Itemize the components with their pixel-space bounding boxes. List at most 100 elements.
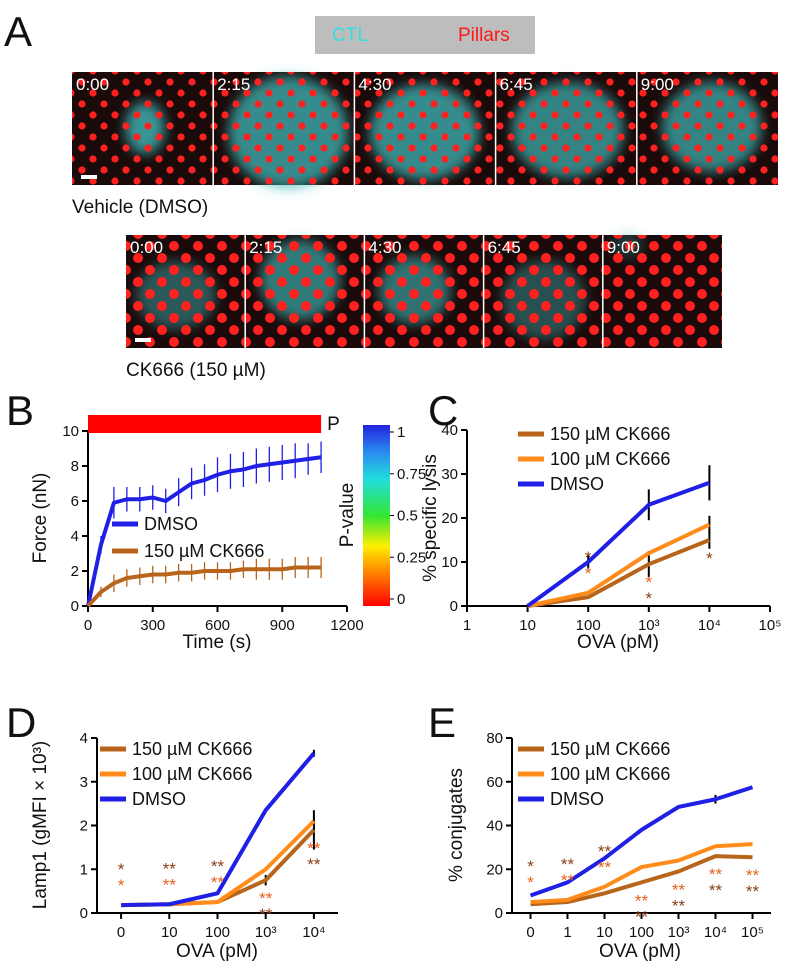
y-axis-title: % specific lysis: [420, 454, 441, 582]
panel-label: B: [6, 387, 34, 434]
x-tick-label: 10⁵: [759, 617, 782, 634]
colorbar-tick-label: 0.75: [397, 466, 426, 483]
pillars: [126, 235, 246, 348]
significance: **: [307, 839, 321, 858]
y-tick-label: 0: [80, 905, 88, 922]
series-line: [121, 752, 316, 908]
microscopy: 0:00 2:15 4:30 6:45 9:00 Vehicle (DMSO) 0:00 2:…: [72, 72, 778, 381]
y-tick-label: 0: [71, 598, 79, 615]
legend-label: DMSO: [550, 474, 604, 494]
significance: **: [709, 865, 723, 884]
x-tick-label: 100: [576, 617, 601, 634]
scale-bar: [135, 338, 151, 342]
x-tick-label: 0: [117, 924, 125, 941]
significance-bar-label: P: [327, 414, 340, 435]
x-tick-label: 600: [205, 617, 230, 634]
timestamp: 2:15: [249, 238, 282, 257]
significance: **: [561, 855, 575, 874]
colorbar-title: P-value: [337, 483, 358, 547]
y-tick-label: 30: [441, 466, 458, 483]
panel-label: D: [6, 699, 36, 746]
significance: *: [585, 564, 592, 583]
significance: **: [211, 873, 225, 892]
legend-label: 100 µM CK666: [132, 764, 252, 784]
timestamp: 6:45: [500, 75, 533, 94]
y-tick-label: 20: [486, 861, 503, 878]
significance: *: [645, 573, 652, 592]
series-line: [529, 785, 754, 898]
x-tick-label: 100: [205, 924, 230, 941]
timestamp: 2:15: [217, 75, 250, 94]
significance: **: [635, 907, 649, 926]
series-line: [86, 455, 322, 607]
y-tick-label: 10: [441, 554, 458, 571]
timestamp: 0:00: [130, 238, 163, 257]
significance: **: [259, 889, 273, 908]
x-axis-title: Time (s): [183, 632, 252, 653]
key-cell: CTL: [332, 25, 368, 46]
x-tick-label: 10³: [638, 617, 660, 634]
y-tick-label: 40: [441, 422, 458, 439]
legend-label: 100 µM CK666: [550, 449, 670, 469]
y-tick-label: 6: [71, 493, 79, 510]
y-tick-label: 1: [80, 861, 88, 878]
series-line: [527, 538, 711, 608]
significance: **: [709, 881, 723, 900]
caption: CK666 (150 µM): [126, 360, 266, 381]
pillars: [354, 72, 496, 185]
x-tick-label: 10³: [668, 924, 690, 941]
y-tick-label: 2: [80, 818, 88, 835]
colorbar: [363, 425, 390, 606]
pillars: [364, 235, 484, 348]
y-tick-label: 20: [441, 510, 458, 527]
timestamp: 9:00: [607, 238, 640, 257]
timestamp: 6:45: [488, 238, 521, 257]
panel-label: A: [4, 8, 32, 55]
legend-label: DMSO: [550, 789, 604, 809]
legend-label: 150 µM CK666: [550, 424, 670, 444]
series-line: [530, 842, 753, 905]
significance: **: [163, 859, 177, 878]
x-tick-label: 10⁴: [698, 617, 721, 634]
pillars: [483, 235, 603, 348]
x-tick-label: 300: [140, 617, 165, 634]
significance: **: [672, 896, 686, 915]
significance: *: [527, 873, 534, 892]
significance: **: [163, 875, 177, 894]
x-tick-label: 0: [526, 924, 534, 941]
legend-label: DMSO: [144, 514, 198, 534]
legend-label: 150 µM CK666: [132, 739, 252, 759]
significance: *: [118, 876, 125, 895]
timestamp: 4:30: [368, 238, 401, 257]
colorbar-tick-label: 0: [397, 591, 405, 608]
series-line: [526, 480, 711, 608]
x-tick-label: 100: [629, 924, 654, 941]
timestamp: 0:00: [76, 75, 109, 94]
x-tick-label: 1: [563, 924, 571, 941]
series-line: [86, 565, 322, 608]
y-tick-label: 2: [71, 563, 79, 580]
legend-label: DMSO: [132, 789, 186, 809]
x-tick-label: 10⁴: [302, 924, 325, 941]
x-tick-label: 1200: [330, 617, 363, 634]
y-axis-title: Force (nN): [30, 473, 51, 564]
x-axis-title: OVA (pM): [599, 941, 681, 962]
y-tick-label: 4: [71, 528, 79, 545]
panel-label: E: [428, 699, 456, 746]
caption: Vehicle (DMSO): [72, 197, 208, 218]
x-tick-label: 0: [84, 617, 92, 634]
x-tick-label: 10: [596, 924, 613, 941]
significance: *: [118, 860, 125, 879]
pillars: [245, 235, 365, 348]
timestamp: 9:00: [641, 75, 674, 94]
key-box: [315, 16, 535, 54]
significance: **: [672, 880, 686, 899]
y-tick-label: 60: [486, 774, 503, 791]
y-tick-label: 3: [80, 774, 88, 791]
legend-label: 150 µM CK666: [550, 739, 670, 759]
y-tick-label: 80: [486, 730, 503, 747]
timestamp: 4:30: [358, 75, 391, 94]
pillars: [213, 72, 355, 185]
